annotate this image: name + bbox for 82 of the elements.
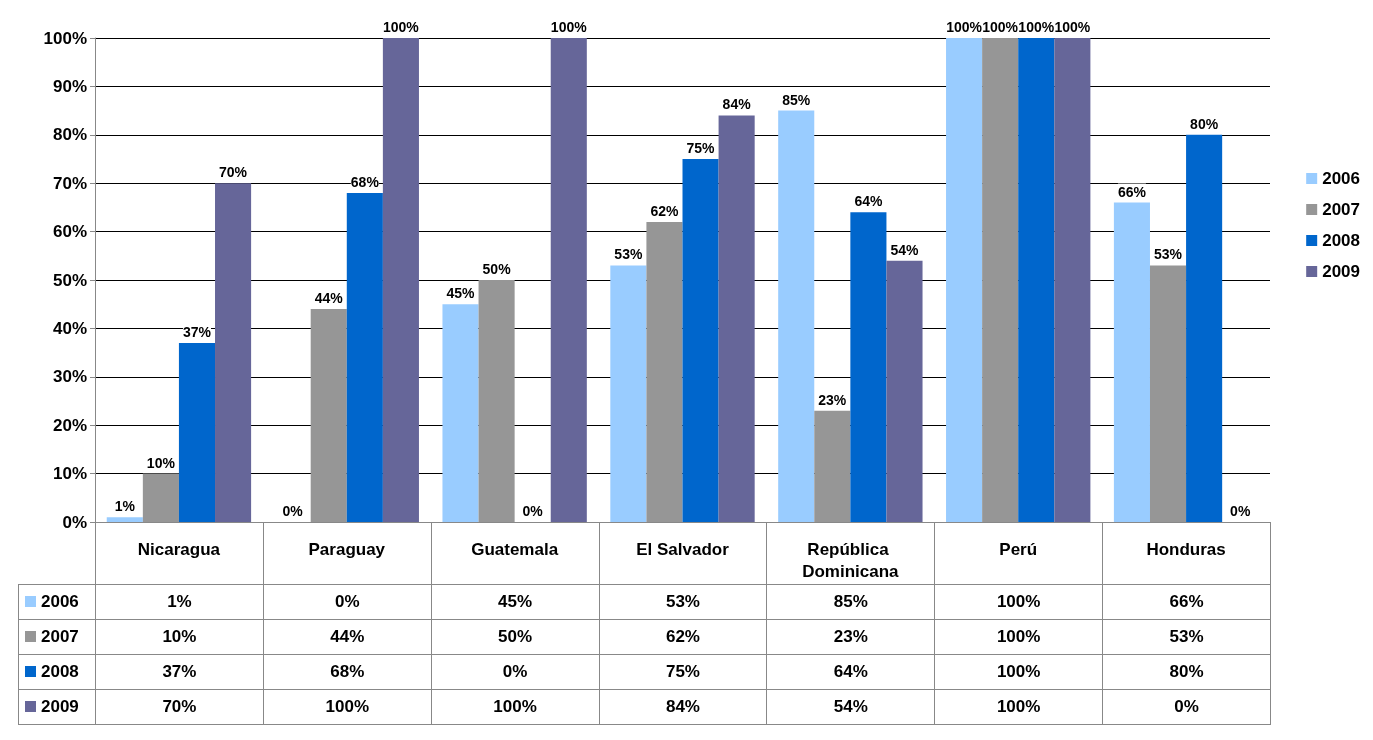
data-label: 50% bbox=[431, 619, 600, 655]
text: 75% bbox=[686, 140, 715, 156]
legend-label: 2008 bbox=[1322, 231, 1361, 250]
text: 53% bbox=[1154, 246, 1183, 263]
text: 85% bbox=[782, 91, 811, 108]
legend-label: 2009 bbox=[18, 689, 96, 725]
text: 100% bbox=[1054, 19, 1091, 35]
y-tick-label: 10% bbox=[52, 464, 87, 484]
data-label: 23% bbox=[766, 619, 935, 655]
text: 62% bbox=[650, 202, 679, 219]
x-tick-label: Perú bbox=[999, 539, 1038, 559]
legend-label: 2007 bbox=[18, 619, 96, 655]
data-label: 66% bbox=[1102, 584, 1271, 620]
text: 100% bbox=[982, 19, 1019, 35]
data-label: 0% bbox=[263, 584, 432, 620]
data-label: 100% bbox=[934, 654, 1103, 690]
data-label: 10% bbox=[95, 619, 264, 655]
y-tick-label: 100% bbox=[43, 28, 87, 48]
text: 2008 bbox=[41, 662, 79, 681]
text: 1% bbox=[114, 498, 135, 515]
y-tick-label: 90% bbox=[52, 76, 87, 96]
text: 10% bbox=[146, 454, 175, 471]
text: 54% bbox=[890, 241, 919, 258]
data-label: 80% bbox=[1102, 654, 1271, 690]
text: 80% bbox=[1190, 115, 1219, 132]
text: 23% bbox=[818, 391, 847, 408]
y-tick-label: 40% bbox=[52, 318, 87, 338]
text: 100% bbox=[550, 19, 587, 35]
data-label: 37% bbox=[95, 654, 264, 690]
text: 0% bbox=[282, 503, 303, 519]
y-tick-label: 70% bbox=[52, 173, 87, 193]
data-label: 64% bbox=[766, 654, 935, 690]
data-label: 0% bbox=[1102, 689, 1271, 725]
data-label: 45% bbox=[431, 584, 600, 620]
data-label: 62% bbox=[599, 619, 767, 655]
legend-label: 2006 bbox=[18, 584, 96, 620]
data-label: 100% bbox=[934, 584, 1103, 620]
text: 100% bbox=[946, 19, 982, 35]
text: 0% bbox=[1230, 503, 1251, 519]
data-label: 75% bbox=[599, 654, 767, 690]
text: 2006 bbox=[1322, 169, 1361, 188]
y-tick-label: 80% bbox=[52, 125, 87, 145]
data-label: 0% bbox=[431, 654, 600, 690]
x-tick-label: Honduras bbox=[1146, 539, 1226, 559]
text: 2009 bbox=[1322, 262, 1361, 281]
text: 64% bbox=[854, 193, 883, 210]
data-label: 100% bbox=[431, 689, 600, 725]
text: 45% bbox=[446, 285, 475, 302]
text: 84% bbox=[722, 96, 751, 113]
text: 100% bbox=[1018, 19, 1055, 35]
y-tick-label: 30% bbox=[52, 367, 87, 387]
data-label: 53% bbox=[1102, 619, 1271, 655]
data-label: 100% bbox=[934, 619, 1103, 655]
text: 70% bbox=[219, 164, 248, 181]
text: 100% bbox=[383, 19, 419, 35]
data-label: 68% bbox=[263, 654, 432, 690]
data-label: 53% bbox=[599, 584, 767, 620]
text: 66% bbox=[1117, 183, 1146, 200]
text: 44% bbox=[314, 290, 343, 307]
x-tick-label: República Dominicana bbox=[802, 539, 900, 581]
data-label: 100% bbox=[934, 689, 1103, 725]
y-tick-label: 20% bbox=[52, 415, 87, 435]
data-label: 85% bbox=[766, 584, 935, 620]
data-label: 100% bbox=[263, 689, 432, 725]
x-tick-label: Paraguay bbox=[308, 539, 386, 559]
data-label: 54% bbox=[766, 689, 935, 725]
data-label: 44% bbox=[263, 619, 432, 655]
x-tick-label: Guatemala bbox=[471, 539, 559, 559]
data-label: 84% bbox=[599, 689, 767, 725]
text: 68% bbox=[350, 173, 379, 190]
text: 0% bbox=[522, 503, 543, 519]
text: 37% bbox=[182, 323, 211, 340]
text: 50% bbox=[482, 261, 511, 277]
data-label: 70% bbox=[95, 689, 264, 725]
y-tick-label: 60% bbox=[52, 222, 87, 242]
y-tick-label: 0% bbox=[62, 512, 87, 532]
text: 53% bbox=[614, 246, 643, 263]
y-tick-label: 50% bbox=[52, 270, 87, 290]
x-tick-label: El Salvador bbox=[636, 539, 730, 559]
data-label: 1% bbox=[95, 584, 264, 620]
x-tick-label: Nicaragua bbox=[137, 539, 221, 559]
text: 2007 bbox=[1322, 200, 1361, 219]
